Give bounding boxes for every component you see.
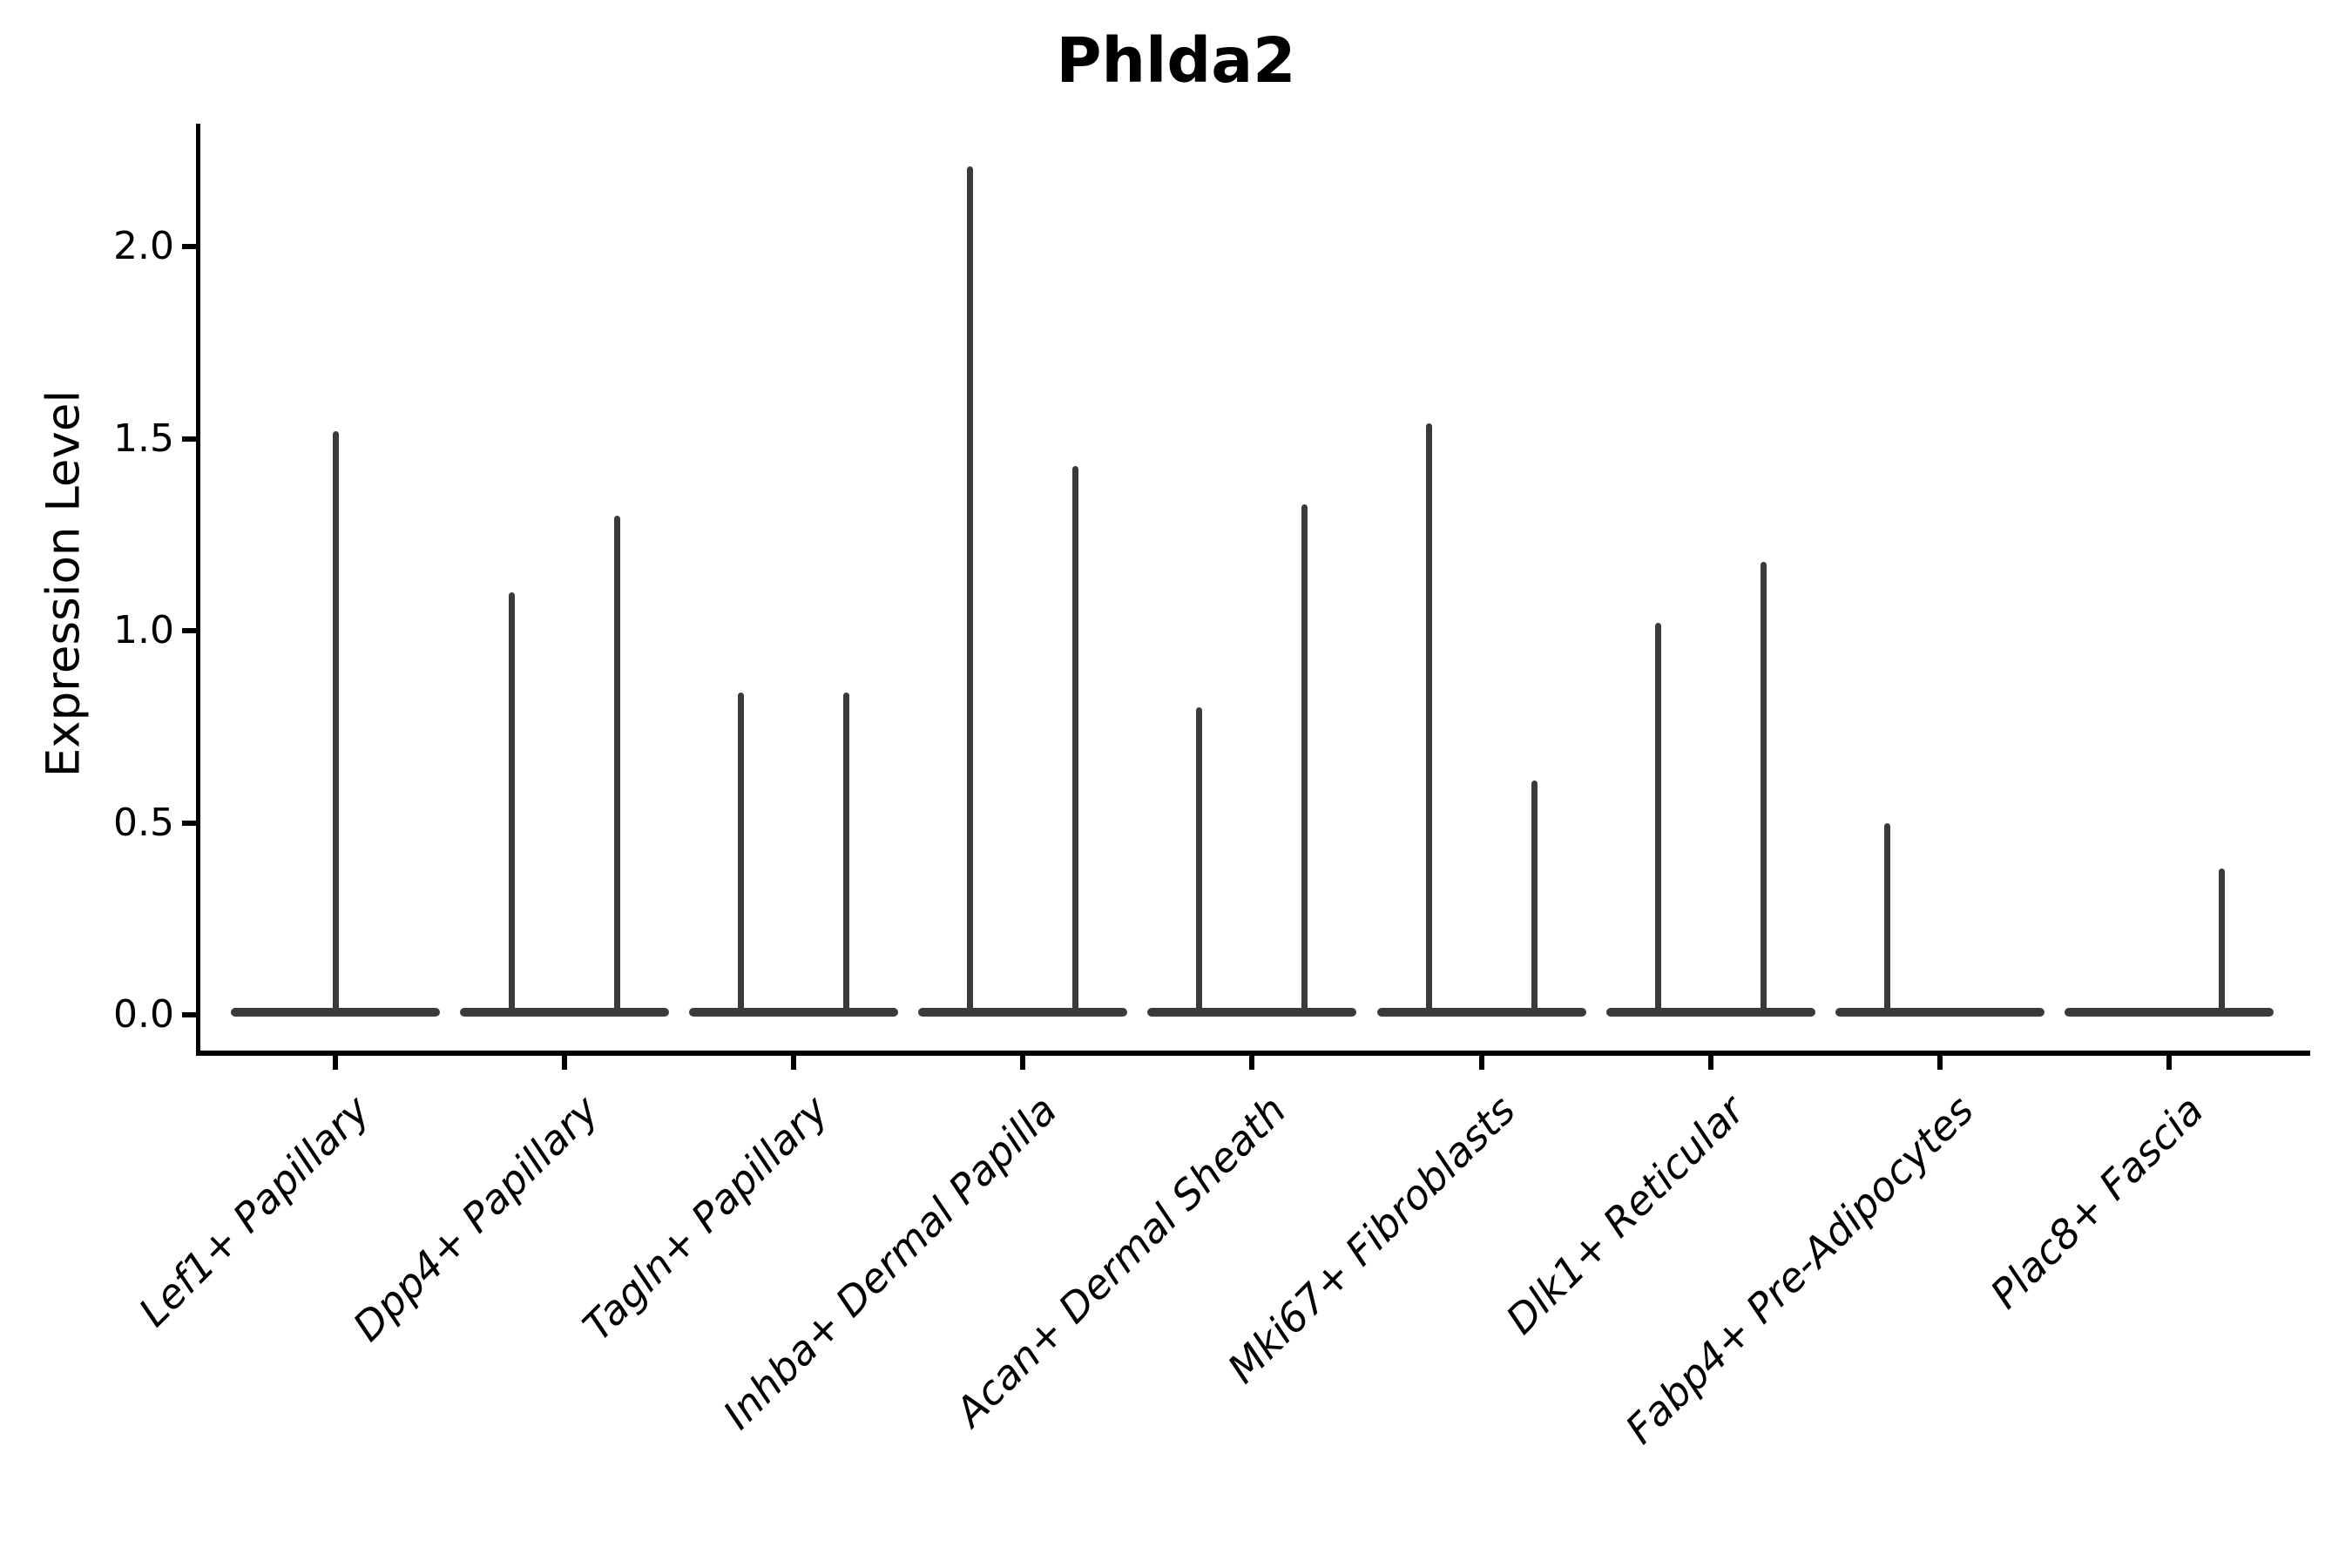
y-tick-label: 1.5: [113, 416, 174, 461]
y-tick-label: 1.0: [113, 608, 174, 653]
y-tick-label: 2.0: [113, 224, 174, 269]
violin-spike: [1072, 465, 1079, 1017]
y-tick-mark: [182, 1012, 196, 1017]
x-axis-spine: [196, 1051, 2310, 1056]
x-tick-mark: [1936, 1056, 1943, 1070]
x-tick-label: Dlk1+ Reticular: [1497, 1086, 1754, 1343]
x-tick-mark: [562, 1056, 568, 1070]
violin-spike: [1425, 423, 1432, 1017]
y-tick-mark: [182, 436, 196, 442]
y-axis-spine: [196, 124, 200, 1056]
violin-spike: [509, 592, 516, 1017]
plot-title: Phlda2: [1056, 24, 1296, 97]
violin-spike: [2218, 868, 2225, 1017]
x-tick-label: Lef1+ Papillary: [129, 1086, 379, 1336]
violin-base: [689, 1008, 899, 1017]
x-tick-mark: [2166, 1056, 2172, 1070]
violin-spike: [614, 515, 621, 1017]
y-tick-mark: [182, 244, 196, 250]
x-tick-mark: [1478, 1056, 1484, 1070]
violin-spike: [332, 430, 339, 1017]
violin-base: [918, 1008, 1128, 1017]
y-tick-mark: [182, 628, 196, 634]
violin-base: [1376, 1008, 1586, 1017]
violin-spike: [1531, 781, 1538, 1017]
violin-spike: [967, 166, 974, 1017]
x-tick-mark: [1249, 1056, 1255, 1070]
violin-spike: [1883, 822, 1890, 1017]
violin-base: [1835, 1008, 2044, 1017]
x-tick-mark: [1707, 1056, 1713, 1070]
y-tick-mark: [182, 820, 196, 826]
violin-spike: [1301, 504, 1308, 1017]
x-tick-label: Dpp4+ Papillary: [343, 1086, 608, 1350]
x-tick-label: Tagln+ Papillary: [573, 1086, 837, 1350]
y-tick-label: 0.5: [113, 800, 174, 845]
violin-base: [2064, 1008, 2274, 1017]
violin-base: [1147, 1008, 1357, 1017]
x-tick-mark: [333, 1056, 338, 1070]
violin-spike: [843, 692, 850, 1017]
violin-spike: [1760, 561, 1767, 1017]
violin-spike: [1654, 623, 1661, 1017]
x-tick-label: Plac8+ Fascia: [1980, 1086, 2213, 1318]
y-tick-label: 0.0: [113, 992, 174, 1037]
violin-spike: [738, 692, 745, 1017]
x-tick-mark: [791, 1056, 797, 1070]
violin-base: [460, 1008, 670, 1017]
violin-base: [1605, 1008, 1815, 1017]
violin-spike: [1196, 707, 1203, 1017]
x-tick-mark: [1020, 1056, 1026, 1070]
